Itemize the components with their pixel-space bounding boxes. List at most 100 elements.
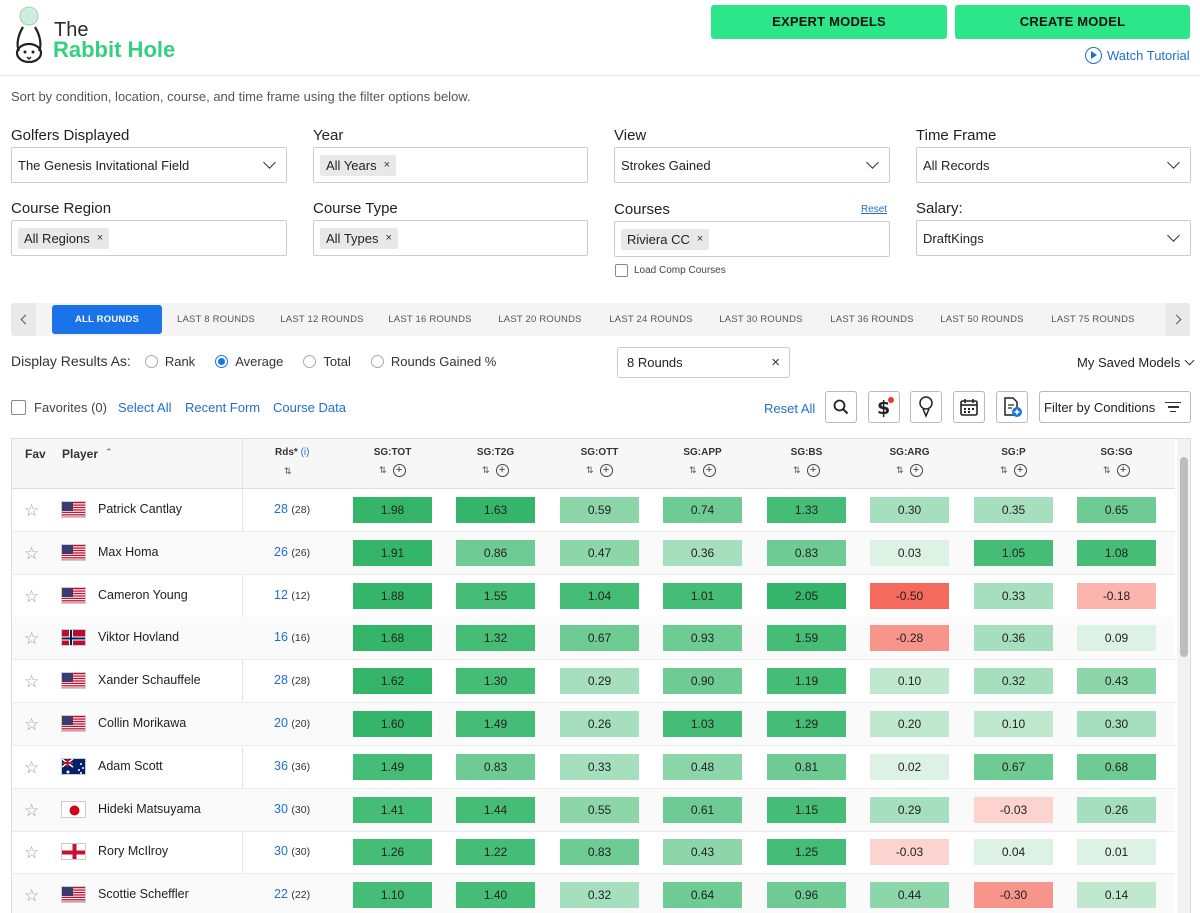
add-column-icon[interactable]: +: [1013, 464, 1027, 477]
time-frame-select[interactable]: All Records: [916, 147, 1191, 183]
tab-last-36-rounds[interactable]: LAST 36 ROUNDS: [830, 314, 914, 325]
course-region-multiselect[interactable]: All Regions ×: [11, 220, 287, 256]
remove-chip-icon[interactable]: ×: [696, 233, 704, 245]
radio-rank[interactable]: Rank: [144, 354, 195, 369]
scrollbar-thumb[interactable]: [1180, 457, 1188, 657]
add-column-icon[interactable]: +: [806, 464, 820, 477]
player-name[interactable]: Max Homa: [98, 544, 159, 559]
tab-last-16-rounds[interactable]: LAST 16 ROUNDS: [388, 314, 472, 325]
tab-last-50-rounds[interactable]: LAST 50 ROUNDS: [940, 314, 1024, 325]
player-name[interactable]: Collin Morikawa: [98, 716, 187, 730]
region-chip[interactable]: All Regions ×: [18, 227, 110, 249]
sort-icon[interactable]: ⇅: [689, 465, 697, 475]
player-name[interactable]: Cameron Young: [98, 587, 188, 602]
rounds-count[interactable]: 26 (26): [274, 544, 311, 559]
rounds-count[interactable]: 22 (22): [274, 887, 311, 902]
tab-last-24-rounds[interactable]: LAST 24 ROUNDS: [609, 314, 693, 325]
recent-form-link[interactable]: Recent Form: [185, 400, 261, 415]
rounds-count[interactable]: 28 (28): [274, 673, 311, 688]
player-header[interactable]: Player: [62, 447, 99, 461]
add-column-icon[interactable]: +: [1116, 464, 1130, 477]
favorite-star-icon[interactable]: ☆: [24, 586, 40, 606]
favorites-checkbox[interactable]: [11, 400, 26, 415]
header-sg-tot[interactable]: SG:TOT: [373, 447, 412, 458]
table-row[interactable]: ☆ Hideki Matsuyama 30 (30) 1.41 1.44 0.55 0.61…: [12, 788, 1175, 832]
add-column-icon[interactable]: +: [495, 464, 509, 477]
remove-chip-icon[interactable]: ×: [96, 232, 104, 244]
tabs-scroll-right-button[interactable]: [1165, 303, 1190, 336]
player-name[interactable]: Rory McIlroy: [98, 844, 169, 859]
rounds-select[interactable]: 8 Rounds ×: [617, 347, 790, 378]
sort-rds-icon[interactable]: ⇅: [284, 466, 292, 476]
tab-last-20-rounds[interactable]: LAST 20 ROUNDS: [498, 314, 582, 325]
courses-reset-link[interactable]: Reset: [861, 204, 888, 215]
favorite-star-icon[interactable]: ☆: [24, 800, 40, 820]
favorite-star-icon[interactable]: ☆: [24, 672, 40, 692]
table-row[interactable]: ☆ Scottie Scheffler 22 (22) 1.10 1.40 0.32 0.6…: [12, 874, 1175, 913]
favorite-star-icon[interactable]: ☆: [24, 543, 40, 563]
clear-rounds-icon[interactable]: ×: [771, 354, 780, 371]
golfers-displayed-select[interactable]: The Genesis Invitational Field: [11, 147, 287, 183]
tab-last-8-rounds[interactable]: LAST 8 ROUNDS: [177, 314, 255, 325]
table-row[interactable]: ☆ Rory McIlroy 30 (30) 1.26 1.22 0.83 0.43 1.25…: [12, 831, 1175, 875]
rds-info-icon[interactable]: (i): [300, 447, 310, 458]
sort-icon[interactable]: ⇅: [896, 465, 904, 475]
sort-icon[interactable]: ⇅: [586, 465, 594, 475]
favorite-star-icon[interactable]: ☆: [24, 757, 40, 777]
radio-average[interactable]: Average: [215, 354, 283, 369]
header-sg-p[interactable]: SG:P: [1001, 447, 1026, 458]
reset-all-link[interactable]: Reset All: [764, 401, 816, 416]
search-button[interactable]: [825, 391, 857, 423]
add-column-icon[interactable]: +: [702, 464, 716, 477]
tab-last-12-rounds[interactable]: LAST 12 ROUNDS: [280, 314, 364, 325]
favorite-star-icon[interactable]: ☆: [24, 886, 40, 906]
table-row[interactable]: ☆ Xander Schauffele 28 (28) 1.62 1.30 0.29 0.9…: [12, 660, 1175, 704]
calendar-button[interactable]: [953, 391, 985, 423]
tabs-scroll-left-button[interactable]: [11, 303, 36, 336]
expert-models-button[interactable]: EXPERT MODELS: [711, 5, 947, 39]
header-sg-ott[interactable]: SG:OTT: [580, 447, 619, 458]
header-sg-arg[interactable]: SG:ARG: [889, 447, 930, 458]
course-data-link[interactable]: Course Data: [273, 400, 346, 415]
rounds-count[interactable]: 28 (28): [274, 502, 311, 516]
player-name[interactable]: Patrick Cantlay: [98, 502, 183, 516]
sort-icon[interactable]: ⇅: [482, 465, 490, 475]
salary-button[interactable]: $: [868, 391, 900, 423]
favorite-star-icon[interactable]: ☆: [24, 715, 40, 734]
rounds-count[interactable]: 36 (36): [274, 758, 311, 773]
player-name[interactable]: Adam Scott: [98, 758, 163, 773]
add-column-icon[interactable]: +: [392, 464, 406, 477]
header-sg-bs[interactable]: SG:BS: [790, 447, 823, 458]
tab-last-30-rounds[interactable]: LAST 30 ROUNDS: [719, 314, 803, 325]
course-type-multiselect[interactable]: All Types ×: [313, 220, 588, 256]
tab-last-75-rounds[interactable]: LAST 75 ROUNDS: [1051, 314, 1135, 325]
load-comp-checkbox[interactable]: [615, 264, 628, 277]
remove-chip-icon[interactable]: ×: [383, 159, 391, 171]
player-name[interactable]: Viktor Hovland: [98, 630, 180, 645]
courses-multiselect[interactable]: Riviera CC ×: [614, 221, 890, 257]
header-sg-t2g[interactable]: SG:T2G: [476, 447, 515, 458]
sort-icon[interactable]: ⇅: [379, 465, 387, 475]
add-document-button[interactable]: [996, 391, 1028, 423]
table-row[interactable]: ☆ Max Homa 26 (26) 1.91 0.86 0.47 0.36 0.83 0.03…: [12, 531, 1175, 575]
player-name[interactable]: Hideki Matsuyama: [98, 801, 201, 816]
table-row[interactable]: ☆ Cameron Young 12 (12) 1.88 1.55 1.04 1.01 2.0…: [12, 575, 1175, 618]
radio-rounds-gained[interactable]: Rounds Gained %: [370, 354, 496, 369]
add-column-icon[interactable]: +: [909, 464, 923, 477]
table-row[interactable]: ☆ Patrick Cantlay 28 (28) 1.98 1.63 0.59 0.74 1…: [12, 489, 1175, 532]
sort-icon[interactable]: ⇅: [1103, 465, 1111, 475]
load-comp-courses-toggle[interactable]: Load Comp Courses: [615, 264, 726, 277]
table-row[interactable]: ☆ Adam Scott 36 (36) 1.49 0.83 0.33 0.48 0.81 0.…: [12, 746, 1175, 789]
create-model-button[interactable]: CREATE MODEL: [955, 5, 1190, 39]
favorite-star-icon[interactable]: ☆: [24, 843, 40, 863]
type-chip[interactable]: All Types ×: [320, 227, 398, 249]
rounds-count[interactable]: 16 (16): [274, 630, 311, 645]
player-name[interactable]: Xander Schauffele: [98, 673, 201, 688]
year-multiselect[interactable]: All Years ×: [313, 147, 588, 183]
tab-all-rounds[interactable]: ALL ROUNDS: [52, 305, 162, 334]
rounds-count[interactable]: 12 (12): [274, 587, 311, 602]
rds-header[interactable]: Rds* (i): [275, 447, 309, 458]
select-all-link[interactable]: Select All: [118, 400, 172, 415]
favorites-toggle[interactable]: Favorites (0): [11, 400, 107, 415]
sort-player-icon[interactable]: ⌃: [105, 447, 113, 457]
